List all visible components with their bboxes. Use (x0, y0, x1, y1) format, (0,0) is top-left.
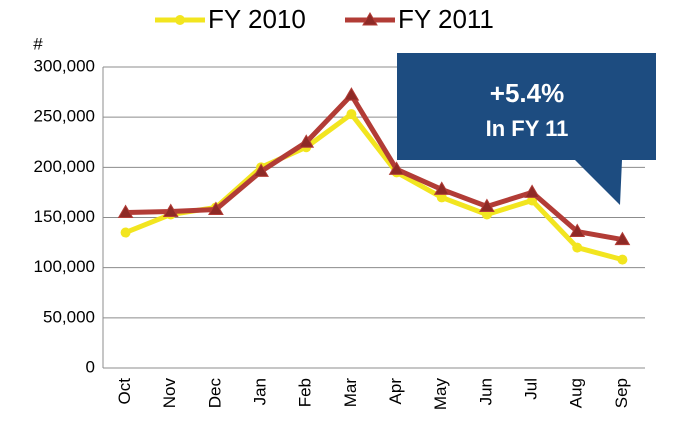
marker (253, 163, 269, 177)
marker (436, 192, 447, 203)
x-tick-label: Dec (205, 378, 224, 409)
annotation: +5.4% (490, 78, 564, 108)
marker (162, 203, 179, 217)
x-tick-label: Mar (341, 378, 360, 408)
marker (120, 227, 131, 238)
x-tick-label: May (431, 378, 450, 411)
marker (479, 198, 495, 212)
x-tick-label: Jan (251, 378, 270, 405)
marker (346, 109, 357, 120)
marker (298, 134, 315, 148)
marker (572, 242, 583, 253)
y-tick-label: 150,000 (34, 207, 95, 226)
y-tick-label: 250,000 (34, 107, 95, 126)
callout (397, 53, 656, 205)
x-tick-label: Feb (296, 378, 315, 407)
legend-label: FY 2010 (208, 4, 306, 34)
y-tick-label: 100,000 (34, 257, 95, 276)
y-tick-label: 0 (86, 357, 95, 376)
legend-label: FY 2011 (398, 4, 494, 34)
y-tick-label: 300,000 (34, 56, 95, 75)
marker (481, 209, 492, 220)
marker (527, 195, 538, 206)
marker (524, 184, 540, 198)
marker (362, 12, 378, 26)
y-tick-label: 200,000 (34, 157, 95, 176)
y-axis-label: # (33, 34, 43, 53)
x-tick-label: Nov (160, 378, 179, 409)
x-tick-label: Jun (476, 378, 495, 405)
x-tick-label: Sep (612, 378, 631, 408)
marker (388, 161, 405, 175)
marker (617, 254, 628, 265)
x-tick-label: Oct (115, 378, 134, 405)
marker (175, 15, 185, 25)
marker (343, 87, 360, 101)
series-line (125, 92, 623, 243)
x-tick-label: Aug (567, 378, 586, 408)
marker (569, 223, 586, 238)
marker (117, 204, 134, 218)
y-tick-label: 50,000 (43, 307, 95, 326)
annotation: In FY 11 (486, 116, 569, 141)
marker (208, 201, 224, 215)
x-tick-label: Apr (386, 378, 405, 405)
marker (433, 181, 450, 195)
x-tick-label: Jul (522, 378, 541, 400)
marker (614, 231, 631, 246)
